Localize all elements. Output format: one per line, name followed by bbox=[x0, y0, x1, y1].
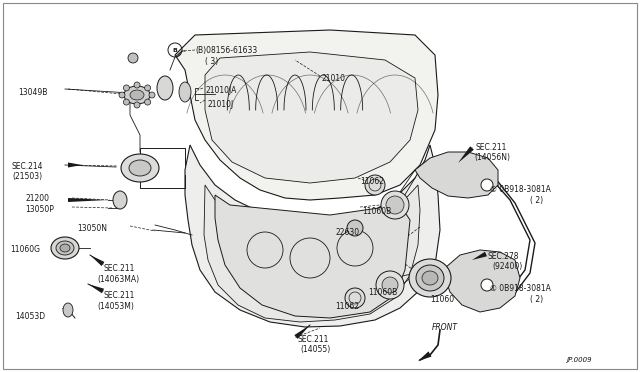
Text: 11062: 11062 bbox=[360, 177, 384, 186]
Circle shape bbox=[347, 220, 363, 236]
Polygon shape bbox=[90, 255, 104, 266]
Text: 14053D: 14053D bbox=[15, 312, 45, 321]
Polygon shape bbox=[472, 252, 487, 260]
Circle shape bbox=[381, 191, 409, 219]
Circle shape bbox=[376, 271, 404, 299]
Ellipse shape bbox=[422, 271, 438, 285]
Ellipse shape bbox=[409, 259, 451, 297]
Polygon shape bbox=[205, 52, 418, 183]
Ellipse shape bbox=[121, 154, 159, 182]
Text: (14055): (14055) bbox=[300, 345, 330, 354]
Ellipse shape bbox=[63, 303, 73, 317]
Text: SEC.211: SEC.211 bbox=[476, 143, 508, 152]
Circle shape bbox=[124, 85, 129, 91]
Text: (14053M): (14053M) bbox=[97, 302, 134, 311]
Text: SEC.211: SEC.211 bbox=[103, 291, 134, 300]
Text: SEC.278: SEC.278 bbox=[488, 252, 520, 261]
Text: SEC.211: SEC.211 bbox=[298, 335, 330, 344]
Ellipse shape bbox=[56, 241, 74, 255]
Polygon shape bbox=[68, 163, 82, 167]
Text: 11060G: 11060G bbox=[10, 245, 40, 254]
Text: JP.0009: JP.0009 bbox=[566, 357, 591, 363]
Circle shape bbox=[365, 175, 385, 195]
Text: ① 0B918-3081A: ① 0B918-3081A bbox=[490, 284, 551, 293]
Text: 13050P: 13050P bbox=[25, 205, 54, 214]
Circle shape bbox=[119, 92, 125, 98]
Polygon shape bbox=[204, 185, 420, 322]
Text: ① 0B918-3081A: ① 0B918-3081A bbox=[490, 185, 551, 194]
Polygon shape bbox=[294, 325, 310, 339]
Polygon shape bbox=[175, 30, 438, 200]
Text: 11060B: 11060B bbox=[368, 288, 397, 297]
Text: 21010J: 21010J bbox=[207, 100, 233, 109]
Circle shape bbox=[481, 179, 493, 191]
Circle shape bbox=[145, 99, 150, 105]
Circle shape bbox=[386, 196, 404, 214]
Text: 21010: 21010 bbox=[322, 74, 346, 83]
Text: ( 2): ( 2) bbox=[530, 295, 543, 304]
Circle shape bbox=[149, 92, 155, 98]
Text: (92400): (92400) bbox=[492, 262, 522, 271]
Circle shape bbox=[382, 277, 398, 293]
Polygon shape bbox=[445, 250, 520, 312]
Polygon shape bbox=[415, 152, 498, 198]
Polygon shape bbox=[418, 352, 431, 361]
Text: 21200: 21200 bbox=[25, 194, 49, 203]
Circle shape bbox=[134, 102, 140, 108]
Polygon shape bbox=[215, 195, 410, 318]
Text: B: B bbox=[173, 48, 177, 52]
Ellipse shape bbox=[60, 244, 70, 252]
Text: 22630: 22630 bbox=[335, 228, 359, 237]
Text: (14056N): (14056N) bbox=[474, 153, 510, 162]
Ellipse shape bbox=[124, 86, 150, 104]
Text: (14063MA): (14063MA) bbox=[97, 275, 139, 284]
Polygon shape bbox=[68, 198, 108, 202]
Text: (B)08156-61633: (B)08156-61633 bbox=[195, 46, 257, 55]
Ellipse shape bbox=[113, 191, 127, 209]
Ellipse shape bbox=[416, 265, 444, 291]
Ellipse shape bbox=[51, 237, 79, 259]
Text: SEC.214: SEC.214 bbox=[12, 162, 44, 171]
Text: 11060: 11060 bbox=[430, 295, 454, 304]
Polygon shape bbox=[458, 146, 474, 163]
Circle shape bbox=[345, 288, 365, 308]
Ellipse shape bbox=[157, 76, 173, 100]
Ellipse shape bbox=[129, 160, 151, 176]
Circle shape bbox=[124, 99, 129, 105]
Text: ( 3): ( 3) bbox=[205, 57, 218, 66]
Circle shape bbox=[128, 53, 138, 63]
Text: 13050N: 13050N bbox=[77, 224, 107, 233]
Polygon shape bbox=[185, 145, 440, 327]
Ellipse shape bbox=[130, 90, 144, 100]
Circle shape bbox=[134, 82, 140, 88]
Text: FRONT: FRONT bbox=[432, 323, 458, 332]
Text: 21010JA: 21010JA bbox=[205, 86, 236, 95]
Text: 11062: 11062 bbox=[335, 302, 359, 311]
Text: SEC.211: SEC.211 bbox=[103, 264, 134, 273]
Text: ( 2): ( 2) bbox=[530, 196, 543, 205]
Text: 11060B: 11060B bbox=[362, 207, 391, 216]
Circle shape bbox=[481, 279, 493, 291]
Polygon shape bbox=[88, 284, 104, 293]
Circle shape bbox=[145, 85, 150, 91]
Ellipse shape bbox=[179, 82, 191, 102]
Text: 13049B: 13049B bbox=[18, 88, 47, 97]
Text: (21503): (21503) bbox=[12, 172, 42, 181]
